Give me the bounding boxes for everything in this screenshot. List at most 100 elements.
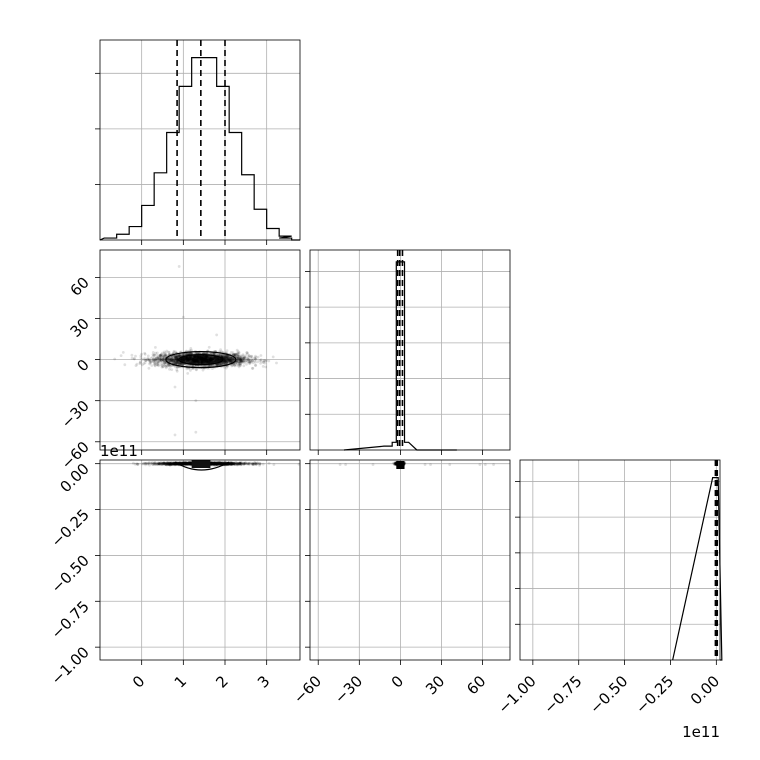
p1-vs-p0-point (174, 361, 178, 364)
p1-vs-p0-point (195, 358, 199, 361)
p1-vs-p0-point (163, 363, 167, 366)
p1-vs-p0-point (226, 358, 230, 362)
p1-vs-p0-point (201, 359, 205, 363)
p1-vs-p0-point (196, 356, 200, 359)
p1-vs-p0-point (167, 357, 171, 361)
p1-vs-p0-point (176, 359, 179, 363)
p1-vs-p0-point (224, 359, 227, 363)
p1-vs-p0-point (163, 353, 166, 356)
p1-vs-p0-point (194, 356, 198, 360)
p1-vs-p0-point (186, 358, 189, 362)
p1-vs-p0-point (236, 352, 239, 356)
p1-vs-p0-point (174, 361, 178, 364)
p1-vs-p0-point (195, 368, 198, 371)
p1-vs-p0-point (193, 354, 197, 358)
panel-frame-0-0 (99, 39, 301, 241)
p1-vs-p0-point (158, 358, 162, 361)
p1-vs-p0-point (157, 364, 161, 368)
y-tick-label: −0.50 (48, 552, 93, 597)
p1-vs-p0-point (178, 362, 182, 366)
p1-vs-p0-point (198, 356, 202, 360)
p1-vs-p0-point (195, 359, 199, 363)
p1-vs-p0-point (196, 356, 200, 360)
p1-vs-p0-point (148, 362, 152, 366)
p1-vs-p0-point (198, 355, 202, 358)
p1-vs-p0-point (202, 358, 206, 361)
p1-vs-p0-point (149, 361, 153, 364)
p1-vs-p0-point (194, 357, 198, 361)
p1-vs-p0-point (197, 361, 201, 364)
p1-vs-p0-point (224, 362, 228, 365)
p1-vs-p0-point (208, 358, 212, 362)
p1-vs-p0-point (251, 361, 255, 365)
p1-vs-p0-point (239, 358, 243, 361)
p1-vs-p0-point (150, 364, 154, 367)
p1-vs-p0-point (275, 361, 278, 365)
p1-vs-p0-point (195, 360, 199, 364)
p1-vs-p0-point (199, 356, 203, 359)
p1-vs-p0-point (179, 358, 183, 361)
p1-vs-p0-point (143, 357, 147, 360)
p1-vs-p0-point (204, 360, 208, 364)
y-tick-label: −30 (58, 397, 93, 432)
p1-vs-p0-point (173, 357, 177, 361)
p1-vs-p0-point (193, 356, 197, 360)
p1-vs-p0-point (229, 360, 233, 363)
p1-vs-p0-point (184, 356, 188, 359)
p1-vs-p0-point (204, 359, 207, 362)
y-tick-label: 60 (67, 273, 93, 299)
p1-vs-p0-point (190, 358, 194, 361)
p1-vs-p0-point (159, 356, 163, 360)
p1-vs-p0-point (203, 357, 207, 361)
p1-vs-p0-point (204, 355, 208, 359)
p1-vs-p0-point (222, 356, 226, 360)
p1-vs-p0-point (207, 360, 211, 363)
p1-vs-p0-point (192, 355, 196, 359)
p1-vs-p0-point (161, 365, 165, 369)
p1-vs-p0-point (194, 359, 198, 362)
p1-vs-p0-point (207, 357, 210, 361)
p1-vs-p0-point (148, 357, 151, 361)
p1-vs-p0-point (162, 359, 166, 362)
p1-vs-p0-point (211, 360, 215, 364)
p1-vs-p0-point (216, 358, 219, 362)
p1-vs-p0-point (196, 354, 199, 358)
p1-vs-p0-point (196, 360, 200, 363)
p1-vs-p0-point (180, 363, 183, 366)
x-tick-label: 60 (463, 672, 489, 698)
p1-vs-p0-point (195, 359, 199, 363)
p1-vs-p0-point (201, 358, 205, 362)
p2-vs-p0-point (246, 462, 250, 466)
p1-vs-p0-point (208, 358, 211, 362)
p1-vs-p0-point (176, 355, 180, 359)
p1-vs-p0-point (195, 356, 199, 359)
p1-vs-p0-point (204, 355, 208, 359)
p1-vs-p0-point (182, 357, 186, 361)
p1-vs-p0-point (199, 361, 203, 365)
p1-vs-p0-point (214, 356, 217, 359)
p1-vs-p0-point (214, 359, 218, 363)
p1-vs-p0-point (164, 364, 167, 368)
p1-vs-p0-point (193, 358, 197, 361)
p1-vs-p0-point (199, 360, 203, 364)
p1-vs-p0-point (209, 359, 213, 363)
p1-vs-p0-point (253, 361, 257, 364)
p1-vs-p0-point (167, 363, 170, 367)
p1-vs-p0-point (228, 359, 231, 362)
p1-vs-p0-point (205, 357, 208, 361)
p2-vs-p0-point (272, 463, 276, 466)
p1-vs-p0-point (113, 357, 117, 361)
p1-vs-p0-point (236, 354, 240, 358)
p1-vs-p0-point (226, 357, 230, 361)
p1-vs-p0-point (248, 361, 252, 365)
p1-vs-p0-point (200, 359, 204, 362)
p1-vs-p0-point (178, 354, 182, 358)
p1-vs-p0-point (199, 356, 202, 360)
p1-vs-p0-point (164, 354, 168, 358)
p1-vs-p0-point (194, 360, 198, 364)
p1-vs-p0-point (236, 355, 240, 359)
p1-vs-p0-point (151, 358, 155, 361)
p1-vs-p0-point (209, 356, 212, 360)
p1-vs-p0-point (140, 352, 144, 356)
p1-vs-p0-point (204, 358, 208, 362)
